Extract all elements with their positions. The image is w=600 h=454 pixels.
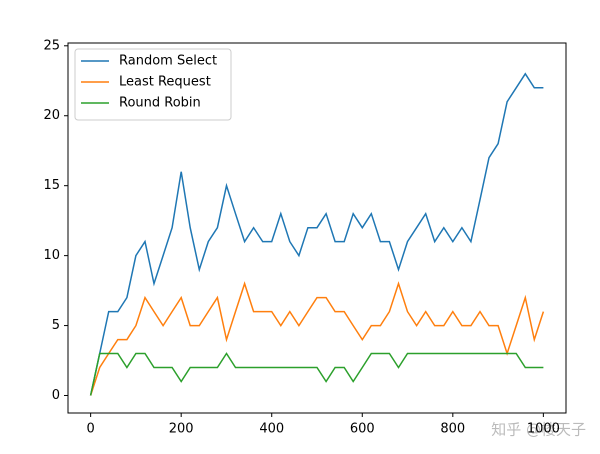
legend-label: Random Select <box>119 54 217 69</box>
axes-frame <box>67 42 567 414</box>
y-tick-label: 10 <box>43 248 60 263</box>
x-tick-label: 400 <box>259 422 284 437</box>
y-tick-label: 15 <box>43 178 60 193</box>
series-line <box>89 352 544 396</box>
x-tick-label: 600 <box>350 422 375 437</box>
legend: Random Select Least Request Round Robin <box>74 48 232 121</box>
series-line <box>89 281 545 396</box>
x-tick-label: 800 <box>440 422 465 437</box>
legend-label: Least Request <box>119 75 211 90</box>
x-tick-label: 0 <box>86 422 94 437</box>
series-line <box>89 72 544 396</box>
legend-label: Round Robin <box>119 96 201 111</box>
legend-box <box>74 48 232 121</box>
y-tick-label: 25 <box>43 38 60 53</box>
y-tick-label: 5 <box>52 318 60 333</box>
y-tick-label: 0 <box>52 388 60 403</box>
x-tick-label: 200 <box>169 422 194 437</box>
x-tick-label: 1000 <box>527 422 560 437</box>
watermark: 知乎 @楼天子 <box>491 421 586 439</box>
y-tick-label: 20 <box>43 108 60 123</box>
